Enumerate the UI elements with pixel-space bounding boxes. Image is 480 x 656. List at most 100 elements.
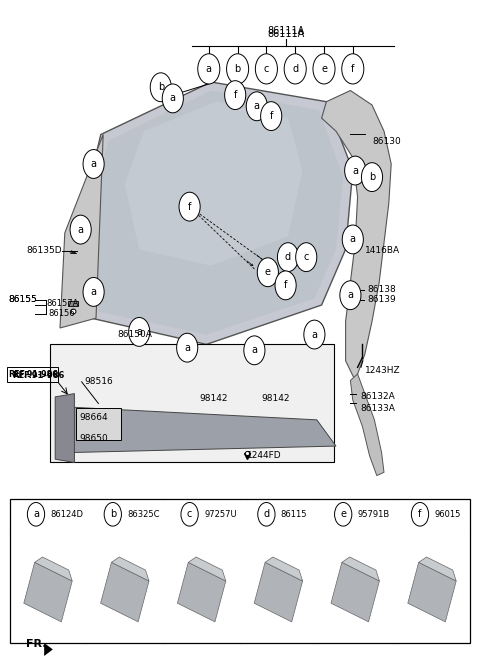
- Text: f: f: [284, 280, 288, 291]
- Circle shape: [313, 54, 335, 84]
- Circle shape: [162, 84, 183, 113]
- Circle shape: [304, 320, 325, 349]
- Text: e: e: [265, 267, 271, 277]
- Text: f: f: [269, 111, 273, 121]
- Circle shape: [345, 156, 366, 185]
- Text: 86150A: 86150A: [118, 330, 153, 339]
- Polygon shape: [24, 562, 72, 622]
- Text: 98650: 98650: [79, 434, 108, 443]
- Text: 1244FD: 1244FD: [247, 451, 282, 461]
- Text: a: a: [312, 329, 317, 340]
- Text: 86325C: 86325C: [127, 510, 160, 519]
- Text: 86124D: 86124D: [50, 510, 84, 519]
- Text: 98516: 98516: [84, 377, 113, 386]
- Text: 1243HZ: 1243HZ: [365, 366, 400, 375]
- Text: c: c: [187, 509, 192, 520]
- Text: f: f: [188, 201, 192, 212]
- Polygon shape: [419, 557, 456, 581]
- Text: a: a: [91, 159, 96, 169]
- Circle shape: [177, 333, 198, 362]
- Text: 86139: 86139: [367, 295, 396, 304]
- Circle shape: [277, 243, 299, 272]
- Circle shape: [246, 92, 267, 121]
- Circle shape: [70, 215, 91, 244]
- Polygon shape: [178, 562, 226, 622]
- Circle shape: [255, 54, 277, 84]
- Text: a: a: [348, 290, 353, 300]
- Text: a: a: [206, 64, 212, 74]
- Text: a: a: [254, 101, 260, 112]
- Polygon shape: [62, 407, 336, 453]
- Circle shape: [227, 54, 249, 84]
- Circle shape: [342, 225, 363, 254]
- Circle shape: [258, 502, 275, 526]
- Text: a: a: [170, 93, 176, 104]
- Polygon shape: [125, 102, 302, 266]
- Text: a: a: [78, 224, 84, 235]
- Text: e: e: [340, 509, 346, 520]
- Polygon shape: [254, 562, 302, 622]
- Circle shape: [244, 336, 265, 365]
- Text: 86157A: 86157A: [47, 298, 79, 308]
- Text: a: a: [352, 165, 358, 176]
- Polygon shape: [342, 557, 379, 581]
- Text: d: d: [264, 509, 269, 520]
- Text: 1416BA: 1416BA: [365, 246, 400, 255]
- Text: b: b: [109, 509, 116, 520]
- Text: e: e: [321, 64, 327, 74]
- Text: a: a: [136, 327, 142, 337]
- Polygon shape: [111, 557, 149, 581]
- Polygon shape: [322, 91, 391, 380]
- Text: b: b: [234, 64, 241, 74]
- Circle shape: [150, 73, 171, 102]
- Polygon shape: [55, 394, 74, 462]
- Circle shape: [361, 163, 383, 192]
- Polygon shape: [188, 557, 226, 581]
- Text: a: a: [33, 509, 39, 520]
- Text: f: f: [233, 90, 237, 100]
- Text: f: f: [351, 64, 355, 74]
- Polygon shape: [265, 557, 302, 581]
- Polygon shape: [84, 91, 343, 335]
- Circle shape: [129, 318, 150, 346]
- Circle shape: [179, 192, 200, 221]
- Text: a: a: [252, 345, 257, 356]
- Text: c: c: [264, 64, 269, 74]
- Text: FR.: FR.: [26, 640, 47, 649]
- Text: 86133A: 86133A: [360, 403, 395, 413]
- Circle shape: [296, 243, 317, 272]
- Text: 86111A: 86111A: [267, 29, 304, 39]
- Text: a: a: [350, 234, 356, 245]
- Text: 98142: 98142: [199, 394, 228, 403]
- Text: 96015: 96015: [434, 510, 461, 519]
- Text: 97257U: 97257U: [204, 510, 237, 519]
- Circle shape: [83, 150, 104, 178]
- Circle shape: [335, 502, 352, 526]
- Circle shape: [342, 54, 364, 84]
- Circle shape: [104, 502, 121, 526]
- Text: b: b: [157, 82, 164, 92]
- Text: 86138: 86138: [367, 285, 396, 295]
- Circle shape: [225, 81, 246, 110]
- FancyBboxPatch shape: [68, 301, 78, 306]
- Text: 86155: 86155: [9, 295, 37, 304]
- Polygon shape: [331, 562, 379, 622]
- Polygon shape: [44, 643, 53, 656]
- Circle shape: [83, 277, 104, 306]
- Text: 86155: 86155: [9, 295, 37, 304]
- Text: a: a: [91, 287, 96, 297]
- Text: 86135D: 86135D: [26, 246, 62, 255]
- Text: 86156: 86156: [48, 309, 74, 318]
- Text: 98664: 98664: [79, 413, 108, 422]
- Text: 86132A: 86132A: [360, 392, 395, 401]
- FancyBboxPatch shape: [50, 344, 334, 462]
- Text: d: d: [292, 64, 298, 74]
- Text: d: d: [285, 252, 291, 262]
- Polygon shape: [35, 557, 72, 581]
- Circle shape: [181, 502, 198, 526]
- Circle shape: [27, 502, 45, 526]
- Text: REF.91-986: REF.91-986: [12, 371, 64, 380]
- Text: 86130: 86130: [372, 136, 401, 146]
- Text: 95791B: 95791B: [358, 510, 390, 519]
- Circle shape: [257, 258, 278, 287]
